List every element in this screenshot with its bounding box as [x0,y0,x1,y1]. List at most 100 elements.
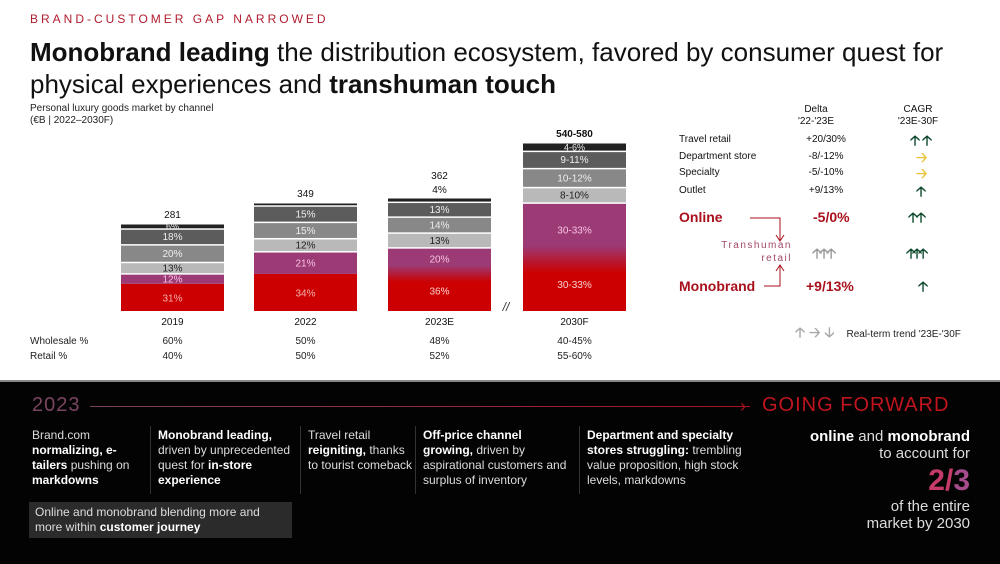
bar-total-label: 349 [297,189,314,200]
headline-text: the distribution ecosystem, favored by c… [30,37,944,99]
bar-segment-travel-retail [388,198,491,202]
trend-row-label: Specialty [679,167,720,178]
insight-column: Monobrand leading, driven by unprecedent… [158,428,303,488]
insight-bold-text: Monobrand leading, [158,428,272,442]
legend-down-arrow-icon: 🡣 [824,324,835,340]
trend-row-label: Department store [679,151,757,162]
fwd-and: and [854,428,888,445]
insight-bold-text: e-tailers [32,443,117,472]
insight-bold-text: in-store experience [158,458,253,487]
insight-bold-text: Off-price channel growing, [423,428,522,457]
bar-segment-label: 12% [162,274,182,285]
headline-bold-2: transhuman touch [329,69,556,99]
insight-column: Off-price channel growing, driven by asp… [423,428,573,488]
customer-journey-callout: Online and monobrand blending more and m… [29,502,292,538]
bar-segment-label: 20% [162,249,182,260]
trend-row-delta: +9/13% [808,185,844,196]
callout-bold: customer journey [99,520,201,534]
monobrand-delta: +9/13% [806,278,854,294]
bar-segment-department-store [121,229,224,245]
footer-row-value: 40-45% [557,336,592,347]
bar-segment-department-store [523,152,626,168]
footer-row-value: 52% [429,351,449,362]
bar-segment-monobrand [254,273,357,311]
bar-segment-label: 13% [429,205,449,216]
bar-segment-label: 30-33% [557,226,592,237]
insight-text: Travel retail [308,428,371,442]
page-title: Monobrand leading the distribution ecosy… [30,36,980,100]
cagr-header: CAGR '23E-30F [888,104,948,128]
footer-row-value: 50% [295,351,315,362]
bar-segment-label: 30-33% [557,280,592,291]
online-connector [750,217,781,240]
bar-segment-online [254,252,357,274]
fwd-monobrand: monobrand [887,428,971,445]
bar-segment-label: 36% [429,286,449,297]
trend-row-delta: +20/30% [806,134,846,145]
insight-bold-text: reigniting, [308,443,366,457]
footer-row-value: 55-60% [557,351,592,362]
bar-total-label: 281 [164,210,181,221]
chart-subtitle-line2: (€B | 2022–2030F) [30,115,114,126]
monobrand-connector-arrowhead [775,264,785,272]
two-thirds-figure: 2/3 [770,464,970,498]
bar-segment-label: 15% [295,226,315,237]
trend-row-label: Outlet [679,185,706,196]
insight-text: driven by aspirational customers and sur… [423,443,567,487]
up-arrow-icon: 🡡 [916,183,929,199]
bar-segment-label: 9-11% [560,155,588,166]
double-up-arrow-icon: 🡡🡡 [910,132,935,148]
column-divider [579,426,580,494]
bar-segment-label: 13% [162,263,182,274]
bar-segment-specialty [254,223,357,238]
bar-segment-monobrand [121,283,224,311]
online-connector-arrowhead [775,234,785,242]
bar-segment-label: 15% [295,209,315,220]
timeline-end-label: GOING FORWARD [762,394,950,416]
x-axis-tick-label: 2030F [560,317,588,328]
bar-segment-label: 30-33% [557,280,592,291]
transhuman-line1: Transhuman [721,240,792,251]
delta-header-line1: Delta [804,104,828,115]
transhuman-connector-lines [750,217,785,287]
column-divider [415,426,416,494]
online-monobrand-blend [388,265,491,283]
bar-segment-label: 18% [162,232,182,243]
trend-row-delta: -8/-12% [808,151,844,162]
insight-text: trembling value proposition, high stock … [587,443,742,487]
right-arrow-icon: 🡢 [916,165,930,181]
footer-row-label: Retail % [30,351,67,362]
legend-text: Real-term trend '23E-'30F [846,328,961,340]
x-axis-tick-label: 2022 [294,317,317,328]
section-kicker: BRAND-CUSTOMER GAP NARROWED [30,12,329,26]
bar-total-label: 362 [431,171,448,182]
bar-segment-outlet [121,263,224,274]
fwd-line4: market by 2030 [866,515,970,532]
insight-bold-text: markdowns [32,473,99,487]
legend-right-arrow-icon: 🡢 [809,324,821,340]
bar-segment-label: 21% [295,258,315,269]
transhuman-line2: retail [761,253,792,264]
fwd-online: online [809,428,855,445]
timeline-line [90,406,750,407]
axis-break-marker: // [502,300,511,314]
transhuman-cagr-triple-up-arrow-icon: 🡡🡡🡡 [906,245,928,261]
bar-segment-label: 4% [432,185,447,196]
delta-header: Delta '22-'23E [786,104,846,128]
cagr-header-line2: '23E-30F [897,116,939,127]
cagr-header-line1: CAGR [903,104,933,115]
footer-row-value: 40% [162,351,182,362]
monobrand-connector [764,266,781,287]
insight-column: Travel retail reigniting, thanks to tour… [308,428,413,473]
bar-segment-label: 20% [429,255,449,266]
insight-column: Brand.com normalizing, e-tailers pushing… [32,428,152,488]
x-axis-tick-label: 2019 [161,317,184,328]
going-forward-summary: online and monobrand to account for 2/3 … [770,428,970,532]
trend-row-label: Travel retail [679,134,731,145]
footer-row-value: 60% [162,336,182,347]
bar-segment-specialty [121,245,224,262]
bar-total-label: 540-580 [556,129,593,140]
bar-segment-label: 36% [429,286,449,297]
bar-segment-label: 31% [162,293,182,304]
online-monobrand-blend [523,245,626,273]
